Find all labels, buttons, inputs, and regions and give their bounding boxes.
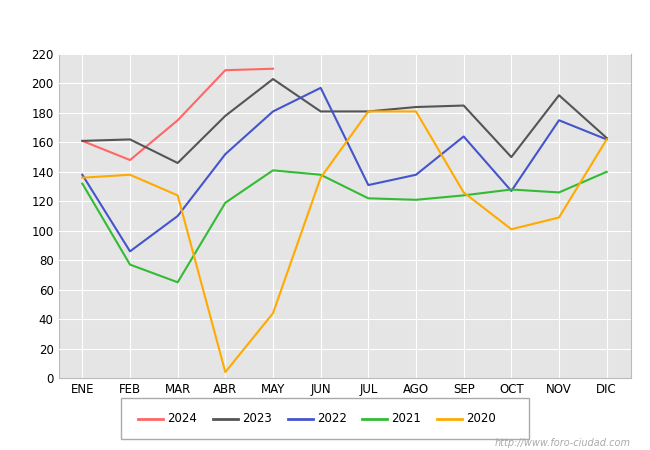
Text: 2022: 2022 <box>317 412 346 425</box>
2024 <box>174 117 181 123</box>
2020 <box>174 193 181 198</box>
2024 <box>79 138 86 144</box>
2021 <box>222 200 229 206</box>
2023 <box>79 138 86 144</box>
2020 <box>317 175 324 180</box>
2020 <box>269 310 277 316</box>
2021 <box>365 196 372 201</box>
2022 <box>174 213 181 219</box>
2023 <box>555 93 563 98</box>
2022 <box>508 188 515 194</box>
2022 <box>126 249 134 254</box>
2023 <box>412 104 420 110</box>
2022 <box>269 109 277 114</box>
2023 <box>365 109 372 114</box>
Text: 2020: 2020 <box>467 412 496 425</box>
2022 <box>317 85 324 90</box>
FancyBboxPatch shape <box>121 398 529 439</box>
2023 <box>317 109 324 114</box>
2021 <box>174 279 181 285</box>
Line: 2021: 2021 <box>83 171 606 282</box>
2021 <box>317 172 324 177</box>
2024 <box>222 68 229 73</box>
Text: 2021: 2021 <box>391 412 421 425</box>
2023 <box>269 76 277 82</box>
2022 <box>460 134 467 139</box>
2024 <box>269 66 277 72</box>
2022 <box>555 117 563 123</box>
Text: 2023: 2023 <box>242 412 272 425</box>
2023 <box>603 135 610 141</box>
2021 <box>460 193 467 198</box>
2020 <box>365 109 372 114</box>
Text: Matriculaciones de Vehiculos en Estepona: Matriculaciones de Vehiculos en Estepona <box>151 14 499 33</box>
2020 <box>412 109 420 114</box>
Line: 2022: 2022 <box>83 88 606 252</box>
Line: 2020: 2020 <box>83 112 606 372</box>
2020 <box>603 137 610 142</box>
Text: 2024: 2024 <box>167 412 197 425</box>
Line: 2023: 2023 <box>83 79 606 163</box>
2023 <box>460 103 467 108</box>
2021 <box>555 190 563 195</box>
2023 <box>508 154 515 160</box>
Text: http://www.foro-ciudad.com: http://www.foro-ciudad.com <box>495 438 630 448</box>
2022 <box>412 172 420 177</box>
2021 <box>412 197 420 202</box>
2020 <box>508 226 515 232</box>
2023 <box>174 160 181 166</box>
Line: 2024: 2024 <box>83 69 273 160</box>
2020 <box>460 190 467 195</box>
2020 <box>222 369 229 375</box>
2021 <box>508 187 515 192</box>
2020 <box>79 175 86 180</box>
2023 <box>126 137 134 142</box>
2021 <box>79 181 86 186</box>
2021 <box>269 168 277 173</box>
2022 <box>222 152 229 157</box>
2021 <box>603 169 610 175</box>
2024 <box>126 158 134 163</box>
2023 <box>222 113 229 118</box>
2020 <box>555 215 563 220</box>
2021 <box>126 262 134 267</box>
2020 <box>126 172 134 177</box>
2022 <box>79 172 86 177</box>
2022 <box>365 182 372 188</box>
2022 <box>603 137 610 142</box>
